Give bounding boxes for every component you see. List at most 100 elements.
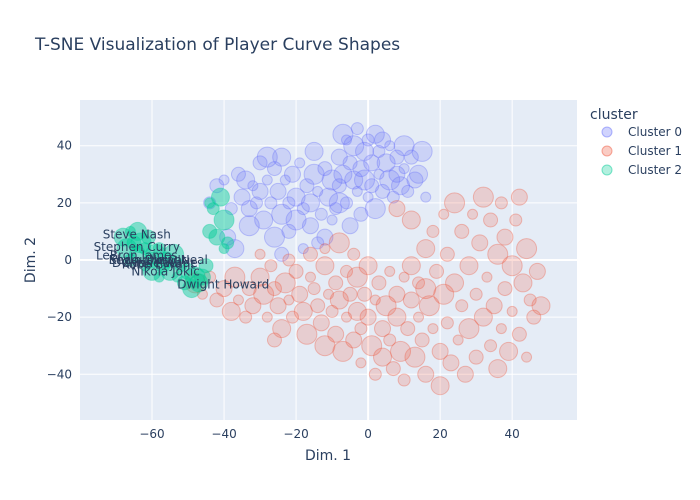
data-point [330,148,348,166]
data-point [343,135,365,157]
data-point [126,235,142,251]
data-point [218,174,230,186]
data-point [413,311,425,323]
data-point [193,268,211,286]
data-point [416,239,436,259]
data-point [347,247,361,261]
data-point [329,202,343,216]
data-point [300,193,320,213]
data-point [444,192,466,214]
data-point [456,365,474,383]
data-point [232,294,244,306]
data-point [296,202,310,216]
data-point [269,297,287,315]
data-point [128,221,148,241]
data-point [332,340,354,362]
data-point [304,271,316,283]
data-point [415,278,437,300]
data-point [153,271,165,283]
data-point [427,323,439,335]
data-point [219,228,237,246]
data-point [271,203,293,225]
legend-title: cluster [590,107,638,123]
data-point [341,311,353,323]
data-point [497,281,513,297]
data-point [376,153,396,173]
data-point [206,202,220,216]
data-point [340,196,354,210]
data-point [455,299,469,313]
data-point [329,290,349,310]
legend-entry[interactable]: Cluster 1 [628,144,682,158]
data-point [342,155,358,171]
data-point [359,308,377,326]
data-point [203,270,217,284]
data-point [286,187,306,207]
data-point [384,140,396,152]
data-point [266,281,282,297]
data-point [296,323,318,345]
data-point [327,325,345,343]
data-point [390,340,412,362]
player-label: Stephen Curry [94,240,180,254]
data-point [363,154,381,172]
data-point [314,207,328,221]
data-point [487,243,509,265]
series-cluster-0 [203,122,433,262]
data-point [426,224,440,238]
data-point [495,323,507,335]
data-point [291,285,309,303]
data-point [354,322,368,336]
data-point [272,319,292,339]
data-point [202,223,218,239]
data-point [325,304,339,318]
data-point [459,256,479,276]
data-point [340,264,354,278]
data-point [307,282,321,296]
data-point [484,339,498,353]
player-label: LeBron James [96,249,178,263]
data-point [368,367,382,381]
player-label: Kobe Bryant [122,257,196,271]
data-point [312,185,324,197]
data-point [364,178,380,194]
data-point [501,255,523,277]
legend-marker [601,164,613,176]
data-point [269,182,287,200]
legend-marker [601,145,613,157]
data-point [347,301,367,321]
data-point [240,200,258,218]
data-point [281,223,297,239]
data-point [230,166,246,182]
data-point [398,271,410,283]
data-point [203,196,217,210]
data-point [301,217,319,235]
data-point [379,169,401,191]
data-point [528,262,546,280]
data-point [297,243,309,255]
data-point [328,275,344,291]
data-point [328,232,350,254]
x-tick-label: −20 [283,427,308,441]
data-point [204,197,216,209]
data-point [406,171,424,189]
gridlines [80,100,577,420]
data-point [383,333,397,347]
data-point [506,305,518,317]
y-tick-label: −20 [47,310,72,324]
legend-entry[interactable]: Cluster 0 [628,125,682,139]
data-point [283,294,295,306]
x-tick-labels: −60 −40 −20 0 20 40 [139,427,519,441]
data-point [393,135,415,157]
data-point [221,301,241,321]
data-point [344,170,364,190]
data-point [362,191,374,203]
data-point [293,301,313,321]
data-point [431,342,449,360]
data-point [372,144,386,158]
data-point [272,147,292,167]
data-point [458,318,480,340]
x-tick-label: −40 [211,427,236,441]
legend-entry[interactable]: Cluster 2 [628,163,682,177]
data-point [123,253,137,267]
